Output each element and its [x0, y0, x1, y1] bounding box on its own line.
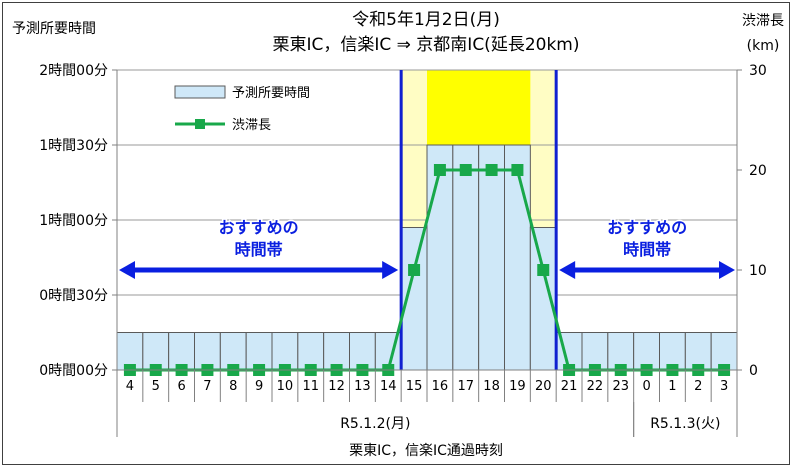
- recommend-label: 時間帯: [235, 240, 283, 259]
- x-category-label: 11: [302, 379, 319, 394]
- bar: [607, 332, 635, 371]
- bar: [400, 227, 428, 371]
- x-category-label: 22: [587, 379, 604, 394]
- recommend-label: おすすめの: [219, 218, 299, 237]
- x-category-label: 20: [535, 379, 552, 394]
- left-tick-label: 0時間30分: [39, 288, 108, 304]
- bar: [452, 144, 480, 371]
- congestion-marker: [459, 164, 472, 176]
- x-category-label: 15: [406, 379, 423, 394]
- legend-bar-label: 予測所要時間: [232, 86, 310, 101]
- arrow-head-left: [559, 261, 576, 279]
- right-tick-label: 10: [749, 263, 767, 279]
- right-tick-label: 20: [749, 163, 767, 179]
- congestion-marker: [408, 264, 421, 276]
- congestion-marker: [485, 164, 498, 176]
- x-category-label: 17: [457, 379, 474, 394]
- x-category-label: 12: [328, 379, 345, 394]
- congestion-marker: [433, 164, 446, 176]
- arrow-head-right: [382, 261, 399, 279]
- left-tick-label: 2時間00分: [39, 63, 108, 79]
- left-axis-label: 予測所要時間: [12, 21, 96, 37]
- bar: [323, 332, 350, 371]
- bar: [426, 144, 454, 371]
- chart-title-line1: 令和5年1月2日(月): [352, 10, 500, 30]
- x-category-label: 8: [229, 379, 237, 394]
- recommend-label: おすすめの: [607, 218, 687, 237]
- bar: [168, 332, 196, 371]
- x-category-label: 10: [277, 379, 294, 394]
- x-category-label: 0: [642, 379, 650, 394]
- x-category-label: 3: [720, 379, 728, 394]
- bar: [684, 332, 712, 371]
- bar: [581, 332, 609, 371]
- legend-line-label: 渋滞長: [232, 118, 271, 133]
- bar: [297, 332, 325, 371]
- x-category-label: 7: [203, 379, 211, 394]
- left-tick-label: 1時間00分: [39, 213, 108, 229]
- x-category-label: 1: [668, 379, 676, 394]
- bar: [504, 144, 531, 371]
- chart-frame: [2, 2, 790, 465]
- congestion-marker: [537, 264, 550, 276]
- arrow-head-left: [119, 261, 135, 279]
- date-group-label: R5.1.3(火): [650, 416, 720, 432]
- x-category-label: 16: [432, 379, 449, 394]
- x-category-label: 2: [694, 379, 702, 394]
- x-category-label: 4: [126, 379, 134, 394]
- x-category-label: 19: [509, 379, 526, 394]
- right-tick-label: 30: [749, 63, 767, 79]
- x-category-label: 13: [354, 379, 371, 394]
- right-axis-label: 渋滞長: [742, 13, 784, 29]
- date-group-label: R5.1.2(月): [340, 416, 410, 432]
- arrow-head-right: [719, 261, 735, 279]
- bar: [478, 144, 505, 371]
- right-axis-unit: (km): [747, 38, 780, 54]
- legend-bar-swatch: [174, 85, 226, 99]
- bar: [219, 332, 247, 371]
- x-axis-label: 栗東IC，信楽IC通過時刻: [349, 443, 503, 459]
- left-tick-label: 0時間00分: [39, 363, 108, 379]
- x-category-label: 23: [612, 379, 629, 394]
- congestion-marker: [511, 164, 524, 176]
- recommend-label: 時間帯: [623, 240, 671, 259]
- right-tick-label: 0: [749, 363, 758, 379]
- bar: [529, 227, 557, 371]
- x-category-label: 6: [177, 379, 185, 394]
- legend-line-marker: [195, 119, 205, 129]
- bar: [245, 332, 273, 371]
- chart-title-line2: 栗東IC，信楽IC ⇒ 京都南IC(延長20km): [272, 35, 579, 55]
- left-tick-label: 1時間30分: [39, 138, 108, 154]
- x-category-label: 14: [380, 379, 397, 394]
- x-category-label: 18: [483, 379, 500, 394]
- x-category-label: 21: [561, 379, 578, 394]
- x-category-label: 9: [255, 379, 263, 394]
- bar: [194, 332, 221, 371]
- x-category-label: 5: [152, 379, 160, 394]
